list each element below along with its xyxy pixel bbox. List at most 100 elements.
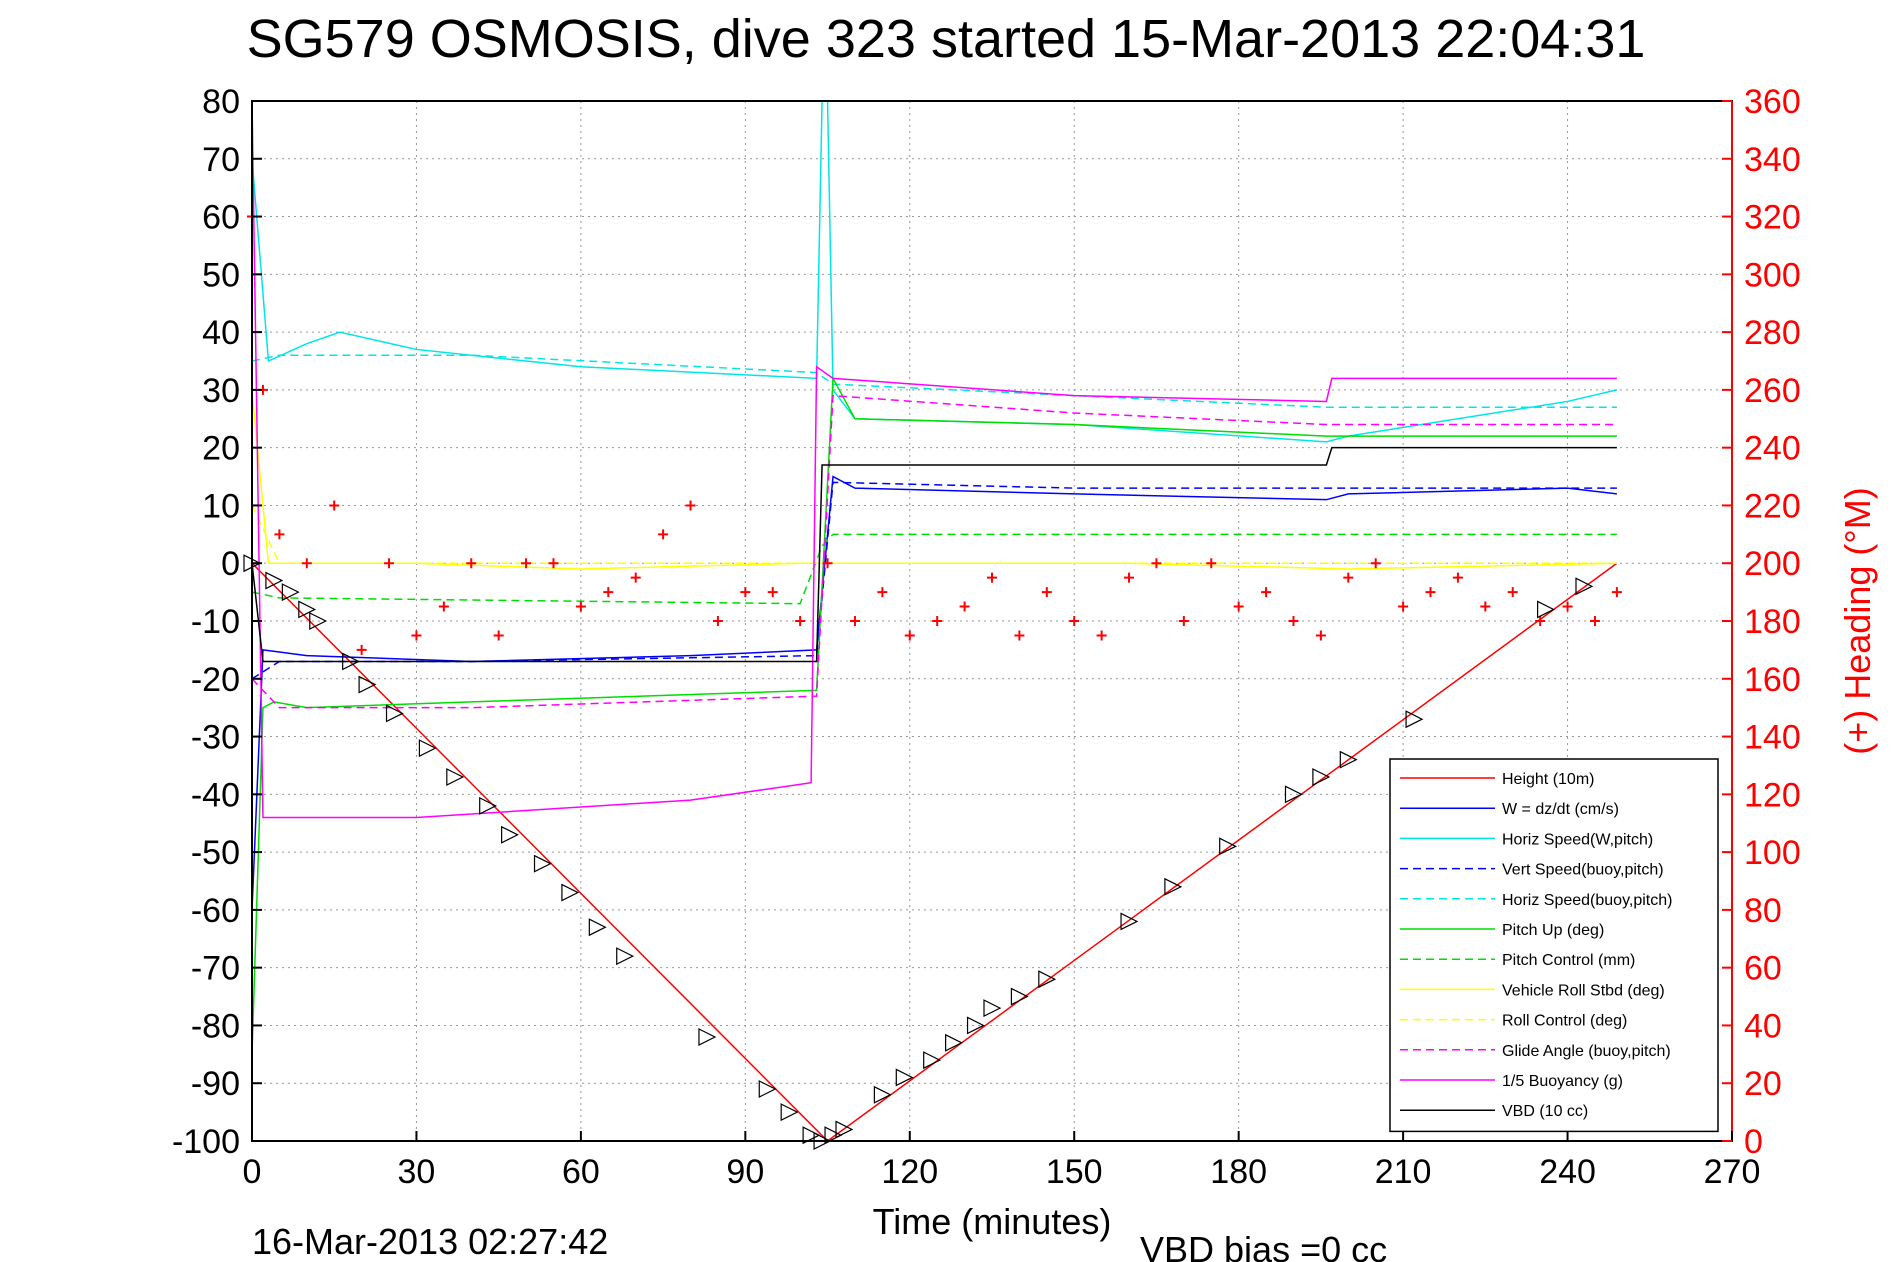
y-tick-label: -10: [191, 603, 240, 641]
heading-point: [1452, 572, 1463, 583]
y-right-axis-label: (+) Heading (°M): [1837, 487, 1878, 754]
y-tick-label: -70: [191, 950, 240, 988]
waypoint-marker: [1010, 987, 1029, 1006]
heading-point: [712, 616, 723, 626]
y-tick-label: 80: [202, 83, 240, 121]
x-tick-label: 0: [243, 1153, 262, 1191]
waypoint-marker: [895, 1068, 914, 1087]
heading-point: [384, 558, 395, 569]
heading-point: [959, 601, 970, 612]
x-tick-label: 60: [562, 1153, 600, 1191]
waypoint-marker: [385, 704, 404, 723]
heading-point: [740, 587, 751, 598]
waypoint-marker: [966, 1016, 985, 1035]
waypoint-marker: [1284, 785, 1303, 804]
heading-point: [795, 616, 806, 626]
heading-point: [767, 587, 778, 598]
waypoint-marker: [479, 796, 498, 815]
waypoint-marker: [281, 583, 300, 602]
waypoint-marker: [342, 652, 361, 671]
waypoint-marker: [446, 768, 465, 786]
heading-point: [1069, 616, 1080, 626]
series-7-line: [251, 389, 1617, 570]
waypoint-marker: [588, 918, 607, 937]
heading-point: [1535, 616, 1546, 626]
y-right-tick-label: 240: [1744, 430, 1801, 468]
heading-point: [1233, 601, 1244, 612]
heading-point: [658, 529, 669, 540]
waypoint-marker: [1537, 600, 1555, 619]
y-tick-label: -50: [191, 834, 240, 872]
x-axis-label: Time (minutes): [873, 1201, 1112, 1242]
y-tick-label: 60: [202, 199, 240, 237]
waypoint-marker: [265, 571, 284, 590]
heading-point: [1096, 630, 1107, 641]
heading-point: [1611, 587, 1622, 598]
heading-point: [630, 572, 641, 583]
waypoint-marker: [923, 1051, 942, 1070]
y-right-tick-label: 180: [1744, 603, 1801, 641]
waypoint-marker: [824, 1126, 843, 1145]
heading-point: [1343, 572, 1354, 583]
series-6-line: [251, 533, 1617, 605]
y-right-tick-label: 200: [1744, 545, 1801, 583]
series-9-line: [251, 394, 1617, 709]
y-right-tick-label: 260: [1744, 372, 1801, 410]
series-10-line: [251, 100, 1617, 819]
y-tick-label: 20: [202, 430, 240, 468]
y-right-tick-label: 120: [1744, 776, 1801, 814]
heading-point: [1206, 558, 1217, 569]
heading-point: [548, 558, 559, 569]
heading-point: [1562, 601, 1573, 612]
series-4-line: [251, 354, 1617, 408]
waypoint-marker: [1339, 750, 1358, 769]
heading-point: [274, 529, 285, 540]
heading-point: [904, 630, 915, 641]
x-tick-label: 240: [1539, 1153, 1596, 1191]
x-tick-label: 120: [881, 1153, 938, 1191]
waypoint-marker: [1038, 970, 1057, 989]
legend-label: Roll Control (deg): [1502, 1013, 1627, 1030]
y-tick-label: 0: [221, 545, 240, 583]
heading-point: [877, 587, 888, 598]
waypoint-marker: [945, 1033, 963, 1052]
x-tick-label: 90: [726, 1153, 764, 1191]
waypoint-marker: [1575, 577, 1594, 596]
y-tick-label: -80: [191, 1007, 240, 1045]
heading-point: [521, 558, 532, 569]
y-tick-label: -30: [191, 719, 240, 757]
y-tick-label: -60: [191, 892, 240, 930]
legend-label: VBD (10 cc): [1502, 1103, 1588, 1120]
legend-label: Height (10m): [1502, 771, 1594, 788]
y-tick-label: -40: [191, 776, 240, 814]
y-tick-label: 30: [202, 372, 240, 410]
heading-point: [822, 558, 833, 569]
series-2-line: [251, 100, 1618, 443]
heading-point: [1425, 587, 1436, 598]
series-11-line: [251, 446, 1617, 663]
waypoint-marker: [802, 1126, 821, 1145]
waypoint-marker: [873, 1085, 892, 1104]
y-right-tick-label: 60: [1744, 950, 1782, 988]
heading-point: [932, 616, 943, 626]
heading-point: [1315, 630, 1326, 641]
y-right-tick-label: 300: [1744, 256, 1801, 294]
heading-point: [1261, 587, 1272, 598]
y-tick-label: 70: [202, 141, 240, 179]
heading-point: [575, 601, 586, 612]
heading-point: [1507, 587, 1518, 598]
heading-point: [329, 500, 340, 511]
y-tick-label: -90: [191, 1065, 240, 1103]
legend-label: Vehicle Roll Stbd (deg): [1502, 982, 1665, 999]
y-right-tick-label: 0: [1744, 1123, 1763, 1161]
series-5-line: [251, 375, 1617, 1055]
heading-point: [1370, 558, 1381, 569]
waypoint-marker: [758, 1080, 777, 1098]
y-tick-label: 40: [202, 314, 240, 352]
y-tick-label: 50: [202, 256, 240, 294]
chart-title: SG579 OSMOSIS, dive 323 started 15-Mar-2…: [247, 9, 1646, 69]
legend-label: Horiz Speed(W,pitch): [1502, 831, 1653, 848]
heading-point: [1151, 558, 1162, 569]
legend-label: Pitch Control (mm): [1502, 952, 1635, 969]
